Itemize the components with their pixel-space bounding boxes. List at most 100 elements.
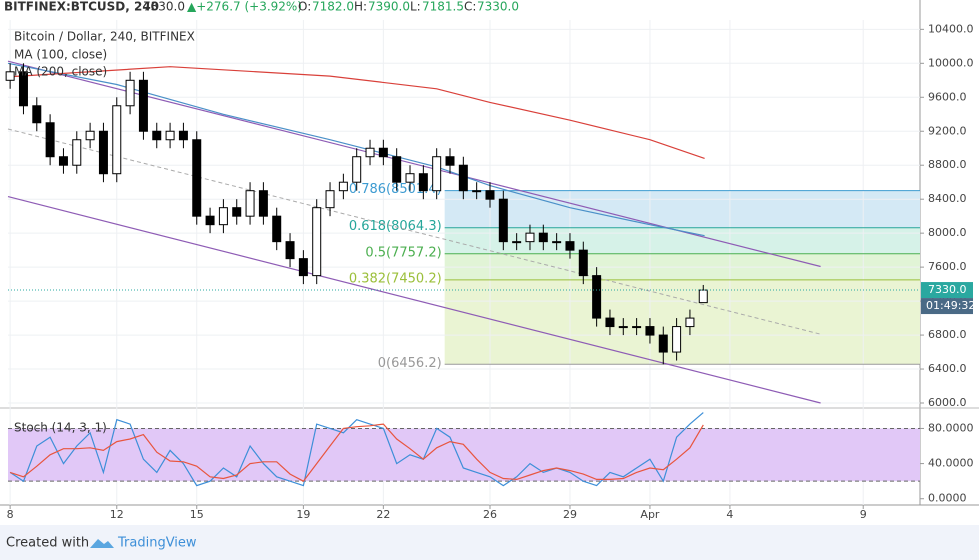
y-tick-label: 80.0000 [928, 421, 974, 434]
candle-body [498, 198, 508, 243]
y-tick-label: 0.0000 [928, 492, 967, 505]
candle-body [205, 215, 215, 226]
last: 7330.0 [143, 0, 185, 14]
fib-label: 0.786(8501.4) [349, 182, 442, 197]
candle-body [72, 139, 82, 166]
y-tick-label: 9600.0 [928, 90, 967, 103]
candle-body [578, 249, 588, 277]
line [9, 423, 704, 482]
y-tick-label: 10000.0 [928, 56, 974, 69]
x-tick-label: 4 [726, 508, 733, 521]
candle-body [605, 317, 615, 328]
fib-zone [444, 279, 920, 365]
candle-body [552, 241, 562, 244]
y-tick-label: 9200.0 [928, 124, 967, 137]
header: BITFINEX:BTCUSD, 240 7330.0 ▲+276.7 (+3.… [4, 0, 519, 14]
candle-body [685, 317, 695, 328]
candle-body [698, 289, 708, 304]
footer-bar [0, 525, 979, 560]
footer-created: Created with [6, 536, 89, 551]
candle-body [525, 232, 535, 243]
candle-body [432, 156, 442, 192]
candle-body [58, 156, 68, 166]
candle-body [45, 122, 55, 158]
candle-body [258, 190, 268, 217]
y-tick-label: 8800.0 [928, 158, 967, 171]
x-tick-label: 8 [7, 508, 14, 521]
candle-body [312, 207, 322, 277]
last-price-label: 7330.0 [928, 283, 967, 296]
y-tick-label: 10400.0 [928, 22, 974, 35]
candle-body [658, 334, 668, 353]
chart-title: Bitcoin / Dollar, 240, BITFINEX [14, 30, 195, 44]
line [7, 66, 705, 159]
y-tick-label: 6800.0 [928, 328, 967, 341]
candle-body [485, 190, 495, 200]
symbol: BITFINEX:BTCUSD, 240 [4, 0, 159, 14]
y-tick-label: 8000.0 [928, 226, 967, 239]
candle-body [618, 326, 628, 329]
candle-body [405, 173, 415, 183]
plot: 6000.06400.06800.07200.07600.08000.08400… [5, 20, 975, 521]
legend-entry: MA (100, close) [14, 48, 107, 62]
candle-body [565, 241, 575, 251]
candle-body [632, 326, 642, 329]
candle-body [378, 147, 388, 158]
y-tick-label: 6000.0 [928, 396, 967, 409]
x-tick-label: 19 [296, 508, 310, 521]
high: 7390.0 [368, 0, 410, 14]
line [7, 196, 821, 404]
candle-body [298, 258, 308, 277]
candle-body [338, 181, 348, 192]
fib-label: 0.382(7450.2) [349, 271, 442, 286]
c-label: C: [464, 0, 476, 14]
low: 7181.5 [422, 0, 464, 14]
candle-body [272, 215, 282, 243]
candle-body [178, 130, 188, 141]
timer-label: 01:49:32 [926, 299, 975, 312]
last-price-box [921, 282, 973, 299]
candle-body [472, 190, 482, 193]
stoch-title: Stoch (14, 3, 1) [14, 421, 107, 435]
x-tick-label: Apr [640, 508, 660, 521]
logo [90, 539, 114, 548]
fib-zone [444, 190, 920, 228]
candle-body [112, 105, 122, 175]
candle-body [18, 71, 28, 107]
x-tick-label: 15 [190, 508, 204, 521]
fib-label: 0(6456.2) [378, 356, 442, 371]
candle-body [392, 156, 402, 183]
candle-body [165, 130, 175, 141]
candle-body [418, 173, 428, 192]
candle-body [285, 241, 295, 260]
x-tick-label: 12 [110, 508, 124, 521]
candle-body [458, 164, 468, 192]
candle-body [192, 139, 202, 217]
candle-body [645, 326, 655, 336]
o-label: O: [298, 0, 311, 14]
candle-body [672, 326, 682, 353]
line [9, 412, 704, 487]
y-tick-label: 6400.0 [928, 362, 967, 375]
y-tick-label: 8400.0 [928, 192, 967, 205]
footer-brand[interactable]: TradingView [117, 536, 197, 551]
candle-body [245, 190, 255, 217]
y-tick-label: 40.0000 [928, 457, 974, 470]
candle-body [325, 190, 335, 209]
candle-body [512, 241, 522, 244]
open: 7182.0 [312, 0, 354, 14]
legend-entry: MA (200, close) [14, 65, 107, 79]
fib-label: 0.5(7757.2) [365, 245, 441, 260]
candle-body [5, 71, 15, 81]
candle-body [125, 79, 135, 107]
candle-body [218, 207, 228, 226]
candle-body [365, 147, 375, 158]
candle-body [32, 105, 42, 124]
candle-body [98, 130, 108, 175]
l-label: L: [410, 0, 421, 14]
candle-body [445, 156, 455, 166]
timer-box [921, 298, 973, 315]
change: ▲+276.7 (+3.92%) [187, 0, 302, 14]
candle-body [85, 130, 95, 141]
